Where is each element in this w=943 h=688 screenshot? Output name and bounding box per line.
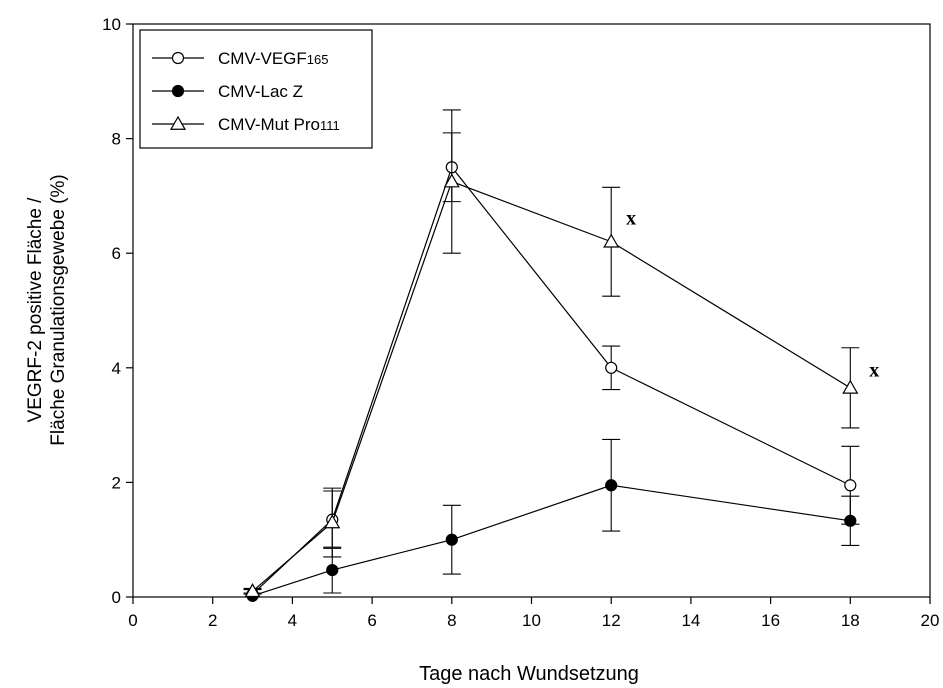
y-axis-label-line1: VEGRF-2 positive Fläche / <box>25 197 46 423</box>
legend-label: CMV-VEGF165 <box>218 49 329 68</box>
legend-marker <box>171 51 185 65</box>
significance-marker: x <box>869 359 879 381</box>
y-tick-label: 0 <box>112 588 121 607</box>
legend-item: CMV-Mut Pro111 <box>152 115 340 134</box>
data-point <box>605 361 618 374</box>
data-point <box>603 233 620 248</box>
x-tick-label: 20 <box>921 611 940 630</box>
y-tick-label: 2 <box>112 473 121 492</box>
x-tick-label: 10 <box>522 611 541 630</box>
series-0 <box>243 132 860 601</box>
x-tick-label: 16 <box>761 611 780 630</box>
y-tick-label: 4 <box>112 359 121 378</box>
data-point <box>326 563 339 577</box>
x-tick-label: 12 <box>602 611 621 630</box>
data-point <box>244 583 261 598</box>
legend-marker <box>169 115 187 130</box>
data-point <box>605 479 618 492</box>
legend-label: CMV-Lac Z <box>218 82 303 101</box>
data-point <box>844 514 857 527</box>
series-group <box>243 109 860 602</box>
x-tick-label: 4 <box>288 611 297 630</box>
legend: CMV-VEGF165 CMV-Lac Z CMV-Mut Pro111 <box>139 29 373 149</box>
annotations: xx <box>626 208 879 382</box>
y-tick-label: 10 <box>102 15 121 34</box>
x-tick-label: 0 <box>128 611 137 630</box>
data-point <box>324 514 341 529</box>
y-axis-label-line2: Fläche Granulationsgewebe (%) <box>48 174 69 445</box>
series-line <box>252 484 851 597</box>
series-1 <box>243 438 860 602</box>
x-tick-label: 14 <box>681 611 700 630</box>
tick-group: 0 2 4 6 8 10 12 14 16 18 20 0 2 4 6 8 10 <box>102 15 939 630</box>
data-point <box>842 379 859 394</box>
series-line <box>252 166 851 595</box>
x-tick-label: 6 <box>367 611 376 630</box>
y-tick-label: 6 <box>112 244 121 263</box>
legend-item: CMV-VEGF165 <box>152 49 329 68</box>
x-tick-label: 8 <box>447 611 456 630</box>
x-tick-label: 2 <box>208 611 217 630</box>
x-axis-label: Tage nach Wundsetzung <box>419 663 639 685</box>
data-point <box>443 173 460 188</box>
series-2 <box>243 109 860 598</box>
legend-item: CMV-Lac Z <box>152 82 303 101</box>
data-point <box>844 479 857 492</box>
legend-label: CMV-Mut Pro111 <box>218 115 340 134</box>
y-tick-label: 8 <box>112 130 121 149</box>
significance-marker: x <box>626 208 636 230</box>
series-line <box>252 180 851 592</box>
legend-marker <box>171 84 185 98</box>
data-point <box>445 533 458 546</box>
x-tick-label: 18 <box>841 611 860 630</box>
